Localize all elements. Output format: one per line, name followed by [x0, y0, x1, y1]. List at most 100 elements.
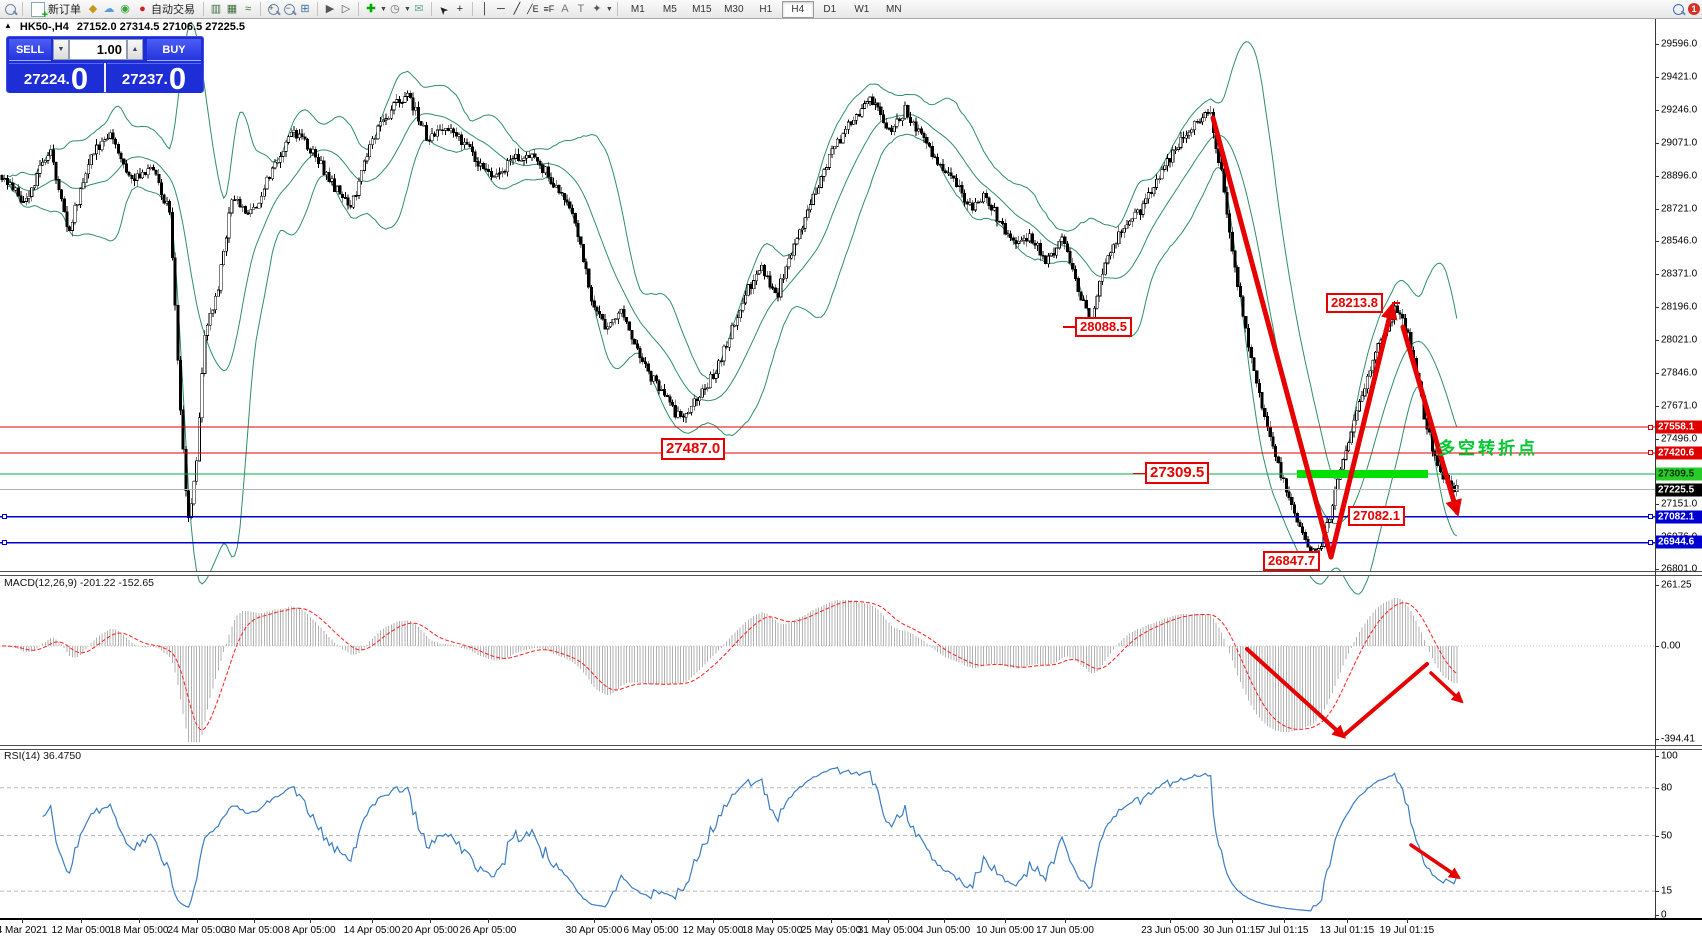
price-axis-tick	[1655, 44, 1659, 45]
notification-icon[interactable]: 1	[1686, 2, 1702, 17]
candle-chart-mode-icon[interactable]: ▦	[226, 2, 238, 15]
macd-axis-label: 261.25	[1661, 579, 1692, 591]
crosshair-tool-icon[interactable]: +	[456, 2, 464, 15]
horizontal-line-tool-icon[interactable]: ─	[496, 2, 505, 15]
thick-support-bar	[1297, 469, 1428, 478]
macd-panel-separator[interactable]	[0, 571, 1702, 576]
timeframe-button-H4[interactable]: H4	[781, 0, 814, 18]
time-axis-tick	[772, 919, 773, 923]
line-handle[interactable]	[1648, 514, 1653, 519]
time-axis-label: 13 Jul 01:15	[1319, 925, 1375, 936]
line-handle[interactable]	[1648, 425, 1653, 430]
line-chart-mode-icon[interactable]: ≈	[244, 2, 252, 15]
time-axis-label: 14 Apr 05:00	[343, 925, 401, 936]
line-handle[interactable]	[2, 540, 7, 545]
time-axis-label: 30 Jun 01:15	[1203, 925, 1261, 936]
magnifier-icon[interactable]	[2, 2, 18, 17]
buy-price-display[interactable]: 27237. 0	[107, 63, 201, 94]
chart-shift-icon[interactable]: ▷	[341, 2, 351, 15]
time-axis-tick	[1232, 919, 1233, 923]
time-axis-tick	[1407, 919, 1408, 923]
price-annotation-box[interactable]: 28213.8	[1326, 293, 1383, 313]
rsi-panel-separator[interactable]	[0, 745, 1702, 750]
time-axis-tick	[430, 919, 431, 923]
price-annotation-box[interactable]: 28088.5	[1075, 317, 1132, 337]
label-tool-icon[interactable]: T	[577, 2, 585, 15]
time-axis-tick	[22, 919, 23, 923]
channel-tool-icon[interactable]: ╱E	[527, 3, 539, 14]
fibonacci-tool-icon[interactable]: ≡F	[543, 3, 555, 14]
new-order-label: 新订单	[48, 4, 81, 16]
rsi-axis-tick	[1655, 788, 1659, 789]
signals-icon[interactable]: ◉	[120, 2, 130, 15]
timeframe-button-MN[interactable]: MN	[886, 3, 902, 15]
shapes-tool-icon[interactable]: ✦	[592, 2, 602, 15]
macd-signal-line	[2, 600, 1458, 731]
price-axis-label: 28021.0	[1661, 334, 1698, 346]
indicators-icon[interactable]: ✚	[366, 2, 376, 15]
rsi-axis-label: 100	[1661, 750, 1678, 762]
vertical-line-tool-icon[interactable]: │	[481, 2, 489, 15]
line-handle[interactable]	[2, 514, 7, 519]
auto-scroll-icon[interactable]: ▶	[325, 2, 335, 15]
timeframe-button-D1[interactable]: D1	[823, 3, 837, 15]
time-axis-label: 18 May 05:00	[741, 925, 803, 936]
cloud-icon[interactable]: ☁	[103, 2, 115, 15]
autotrade-button[interactable]: ● 自动交易	[133, 1, 199, 17]
rsi-axis-tick	[1655, 891, 1659, 892]
periods-dropdown-arrow[interactable]: ▼	[403, 5, 411, 13]
new-order-button[interactable]: 新订单	[27, 1, 85, 21]
price-axis-tick	[1655, 406, 1659, 407]
price-axis-tick	[1655, 307, 1659, 308]
toolbar-separator	[616, 2, 618, 16]
line-handle[interactable]	[1648, 450, 1653, 455]
bar-chart-mode-icon[interactable]: ▥	[210, 2, 222, 15]
price-annotation-box[interactable]: 27082.1	[1348, 506, 1405, 526]
horizontal-lines	[0, 426, 1655, 544]
timeframe-button-M15[interactable]: M15	[692, 3, 712, 15]
time-axis-label: 24 Mar 05:00	[167, 925, 227, 936]
volume-increase-button[interactable]: ▲	[127, 39, 143, 60]
timeframe-button-W1[interactable]: W1	[854, 3, 870, 15]
time-axis-tick	[651, 919, 652, 923]
trendline-tool-icon[interactable]: ╱	[513, 2, 521, 15]
zoom-in-icon[interactable]	[265, 1, 281, 17]
zoom-out-icon[interactable]	[281, 1, 297, 17]
time-axis-tick	[1065, 919, 1066, 923]
time-axis-label: 7 Jul 01:15	[1259, 925, 1309, 936]
time-axis-tick	[888, 919, 889, 923]
price-axis-label: 27496.0	[1661, 433, 1698, 445]
text-tool-icon[interactable]: A	[561, 2, 569, 15]
line-handle[interactable]	[1648, 540, 1653, 545]
timeframe-button-M30[interactable]: M30	[724, 3, 744, 15]
search-icon[interactable]	[1670, 2, 1686, 17]
tile-windows-icon[interactable]: ⊞	[300, 2, 310, 15]
price-annotation-box[interactable]: 27309.5	[1145, 462, 1210, 484]
price-divider	[104, 63, 106, 92]
sell-button[interactable]: SELL	[9, 39, 51, 61]
periods-clock-icon[interactable]: ◷	[390, 2, 400, 15]
volume-decrease-button[interactable]: ▼	[53, 39, 69, 60]
buy-price-dot: .	[163, 71, 168, 88]
collapse-arrow-icon[interactable]: ▲	[4, 21, 12, 30]
turning-point-note: 多空转折点	[1438, 439, 1538, 458]
timeframe-button-M5[interactable]: M5	[662, 3, 677, 15]
autotrade-label: 自动交易	[151, 4, 195, 16]
macd-axis-tick	[1655, 739, 1659, 740]
price-axis-label: 28896.0	[1661, 170, 1698, 182]
shapes-dropdown-arrow[interactable]: ▼	[605, 5, 613, 13]
volume-input[interactable]	[69, 39, 127, 60]
timeframe-button-M1[interactable]: M1	[630, 3, 645, 15]
indicators-dropdown-arrow[interactable]: ▼	[380, 5, 387, 13]
buy-button[interactable]: BUY	[147, 39, 201, 61]
templates-icon[interactable]: ✉	[414, 2, 424, 15]
price-annotation-box[interactable]: 26847.7	[1263, 551, 1320, 571]
autotrade-icon: ●	[139, 2, 146, 15]
toolbar-separator	[317, 2, 318, 16]
time-axis-label: 25 May 05:00	[800, 925, 862, 936]
depth-of-market-icon[interactable]: ◆	[88, 2, 98, 15]
timeframe-button-H1[interactable]: H1	[759, 3, 773, 15]
price-annotation-box[interactable]: 27487.0	[661, 438, 726, 460]
sell-price-display[interactable]: 27224. 0	[9, 63, 103, 94]
